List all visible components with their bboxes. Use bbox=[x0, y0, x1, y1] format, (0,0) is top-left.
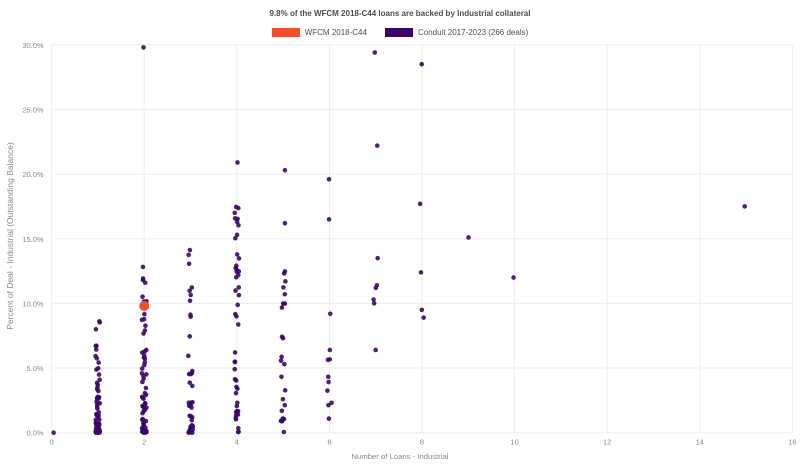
svg-text:30.0%: 30.0% bbox=[22, 41, 44, 50]
svg-text:15.0%: 15.0% bbox=[22, 235, 44, 244]
svg-text:2: 2 bbox=[142, 438, 146, 447]
svg-text:8: 8 bbox=[420, 438, 424, 447]
svg-text:0.0%: 0.0% bbox=[26, 429, 43, 438]
svg-text:20.0%: 20.0% bbox=[22, 170, 44, 179]
svg-text:25.0%: 25.0% bbox=[22, 105, 44, 114]
svg-text:5.0%: 5.0% bbox=[26, 364, 43, 373]
svg-text:6: 6 bbox=[327, 438, 331, 447]
svg-text:12: 12 bbox=[603, 438, 611, 447]
svg-text:16: 16 bbox=[788, 438, 796, 447]
svg-text:4: 4 bbox=[235, 438, 239, 447]
svg-text:0: 0 bbox=[50, 438, 54, 447]
svg-text:10.0%: 10.0% bbox=[22, 299, 44, 308]
svg-text:14: 14 bbox=[696, 438, 704, 447]
svg-text:10: 10 bbox=[510, 438, 518, 447]
